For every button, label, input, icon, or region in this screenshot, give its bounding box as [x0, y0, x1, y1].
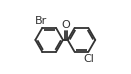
Text: Cl: Cl	[84, 54, 95, 64]
Text: Br: Br	[35, 16, 47, 26]
Text: O: O	[61, 20, 70, 30]
